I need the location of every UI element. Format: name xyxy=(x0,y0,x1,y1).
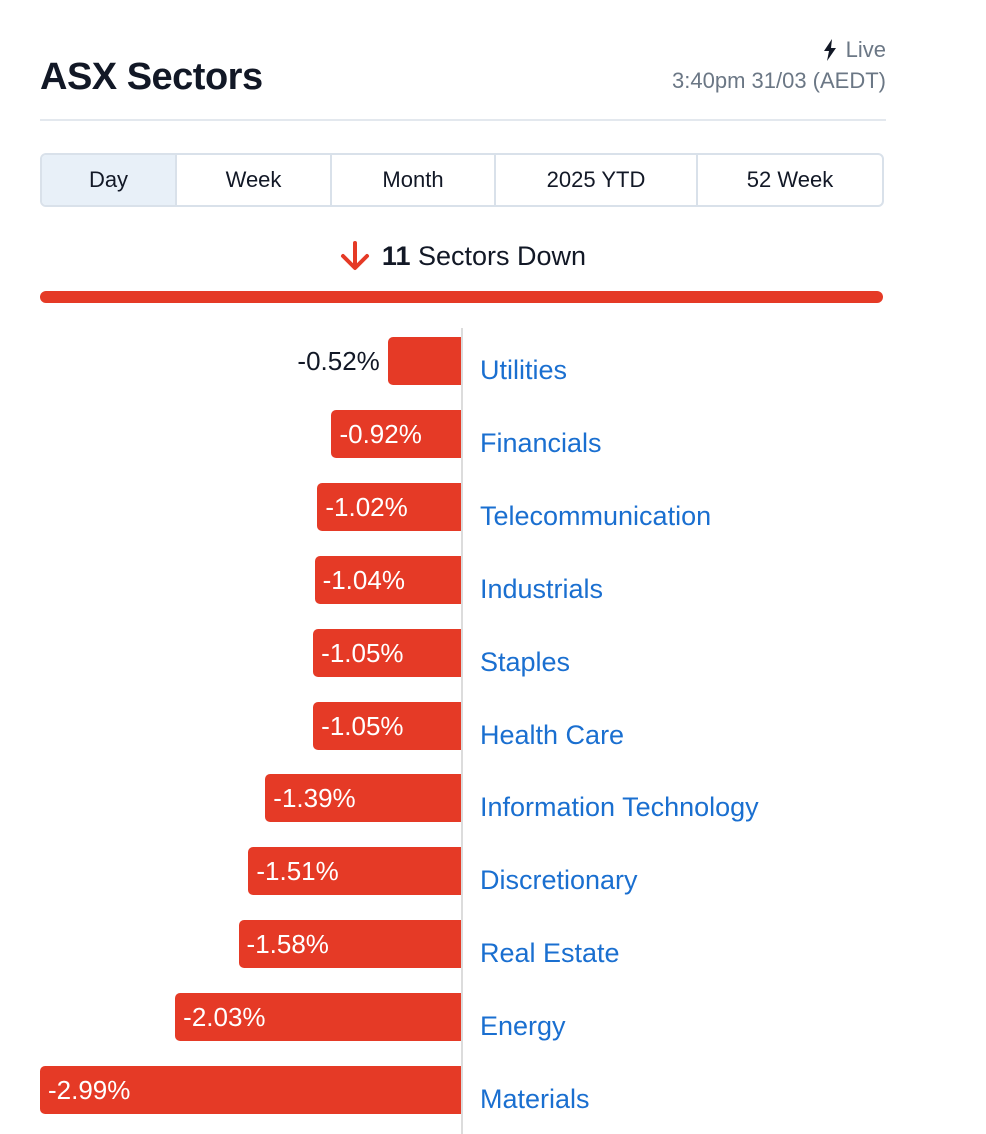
sector-link[interactable]: Financials xyxy=(480,427,602,458)
sectors-down-label: Sectors Down xyxy=(417,240,587,271)
bar-row: -1.02% Telecommunication xyxy=(0,482,986,531)
value-label: -1.58% xyxy=(246,929,329,960)
period-tabs: Day Week Month 2025 YTD 52 Week xyxy=(40,153,884,207)
bar-row: -1.04% Industrials xyxy=(0,555,986,604)
sector-link[interactable]: Energy xyxy=(480,1011,566,1042)
value-label: -1.39% xyxy=(273,783,356,814)
tab-52-week[interactable]: 52 Week xyxy=(746,167,834,192)
tab-month[interactable]: Month xyxy=(332,155,496,205)
bar-row: -2.99% Materials xyxy=(0,1066,986,1114)
bar xyxy=(387,337,461,385)
bar xyxy=(313,701,461,750)
bar xyxy=(331,409,461,458)
tab-day[interactable]: Day xyxy=(42,155,177,205)
value-label: -1.04% xyxy=(322,564,405,595)
sector-link[interactable]: Health Care xyxy=(480,719,625,750)
bar-row: -1.05% Staples xyxy=(0,628,986,677)
bar-row: -0.52% Utilities xyxy=(0,337,986,385)
sectors-down-count: 11 xyxy=(381,240,411,271)
sector-link[interactable]: Real Estate xyxy=(480,938,620,969)
value-label: -1.05% xyxy=(321,637,404,668)
value-label: -1.02% xyxy=(325,491,408,522)
value-label: -2.03% xyxy=(183,1002,266,1033)
sector-link[interactable]: Telecommunication xyxy=(480,500,712,531)
sector-link[interactable]: Discretionary xyxy=(480,865,638,896)
sectors-summary-bar xyxy=(40,291,883,303)
chart-zero-axis xyxy=(461,328,463,1134)
bar xyxy=(248,847,461,896)
arrow-down-icon xyxy=(340,241,369,270)
timestamp: 3:40pm 31/03 (AEDT) xyxy=(672,68,886,93)
bar xyxy=(317,482,461,531)
value-label: -0.52% xyxy=(297,346,380,376)
sector-link[interactable]: Information Technology xyxy=(480,792,759,823)
live-label: Live xyxy=(845,37,886,62)
bar-row: -1.51% Discretionary xyxy=(0,847,986,896)
sector-link[interactable]: Materials xyxy=(480,1084,590,1114)
lightning-icon xyxy=(823,39,836,61)
sector-link[interactable]: Staples xyxy=(480,646,571,677)
bar xyxy=(265,774,461,823)
bar xyxy=(40,1066,461,1114)
value-label: -1.05% xyxy=(321,710,404,741)
bar xyxy=(313,628,461,677)
bar-row: -0.92% Financials xyxy=(0,409,986,458)
tab-2025-ytd[interactable]: 2025 YTD xyxy=(496,155,698,205)
sector-link[interactable]: Utilities xyxy=(480,355,568,385)
bar xyxy=(314,555,461,604)
bar-row: -1.05% Health Care xyxy=(0,701,986,750)
bar-row: -2.03% Energy xyxy=(0,993,986,1042)
live-indicator: Live xyxy=(822,37,886,63)
tab-week[interactable]: Week xyxy=(177,155,332,205)
sector-link[interactable]: Industrials xyxy=(480,573,604,604)
value-label: -2.99% xyxy=(48,1075,131,1105)
header-divider xyxy=(40,119,886,121)
page-title: ASX Sectors xyxy=(40,56,263,98)
bar-row: -1.58% Real Estate xyxy=(0,920,986,969)
value-label: -0.92% xyxy=(339,418,422,449)
sectors-summary: 11 Sectors Down xyxy=(0,240,924,272)
bar xyxy=(238,920,461,969)
value-label: -1.51% xyxy=(256,856,339,887)
bar-row: -1.39% Information Technology xyxy=(0,774,986,823)
bar xyxy=(175,993,461,1042)
